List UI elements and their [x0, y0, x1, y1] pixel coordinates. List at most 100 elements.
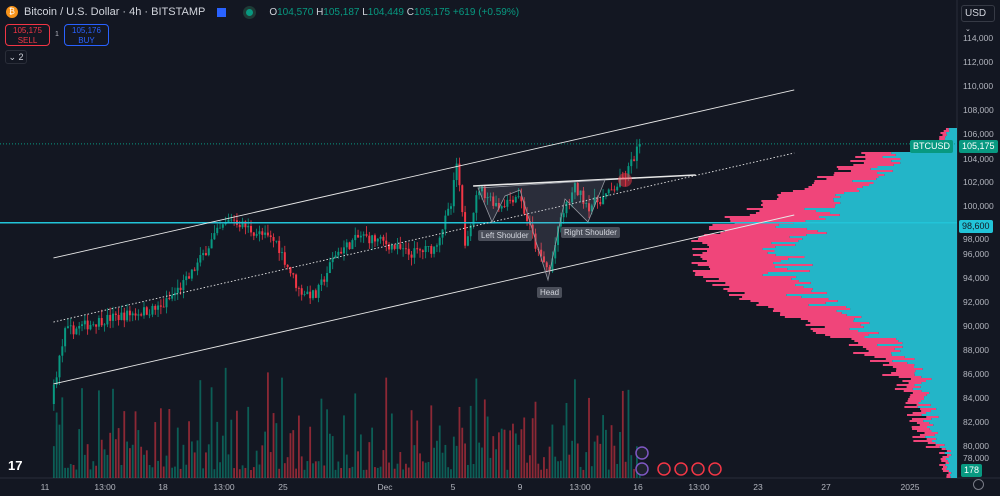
volume-profile-sell-bar: [920, 408, 937, 410]
candle-body: [123, 312, 126, 321]
volume-profile-buy-bar: [898, 340, 957, 342]
volume-profile-buy-bar: [891, 352, 957, 354]
volume-bar: [438, 425, 441, 478]
candle-body: [579, 190, 582, 196]
candle-body: [613, 189, 616, 191]
volume-profile-sell-bar: [853, 352, 892, 354]
volume-profile-buy-bar: [817, 230, 957, 232]
volume-profile-sell-bar: [718, 278, 792, 280]
volume-bar: [621, 390, 624, 478]
volume-profile-buy-bar: [775, 254, 957, 256]
volume-profile-buy-bar: [835, 194, 957, 196]
volume-bar: [298, 415, 300, 478]
volume-profile-buy-bar: [892, 360, 957, 362]
market-open-icon: [246, 8, 254, 16]
candle-body: [582, 190, 585, 204]
volume-profile-sell-bar: [864, 354, 892, 356]
volume-profile-buy-bar: [771, 242, 957, 244]
volume-profile-buy-bar: [877, 344, 957, 346]
volume-bar: [306, 461, 309, 478]
candle-body: [354, 234, 357, 241]
volume-profile-sell-bar: [902, 380, 926, 382]
time-tick: 5: [450, 482, 456, 492]
candle-body: [221, 224, 224, 228]
volume-profile-sell-bar: [904, 406, 918, 408]
volume-bar: [126, 441, 128, 478]
gear-icon[interactable]: [973, 479, 984, 490]
volume-profile-buy-bar: [850, 308, 957, 310]
volume-bar: [199, 380, 202, 478]
volume-profile-buy-bar: [815, 210, 957, 212]
volume-profile-buy-bar: [907, 362, 957, 364]
volume-bar: [340, 468, 343, 478]
volume-bar: [78, 429, 81, 478]
volume-bar: [537, 463, 540, 478]
volume-bar: [182, 444, 185, 478]
ohlc-values: O104,570 H105,187 L104,449 C105,175 +619…: [269, 6, 520, 18]
time-tick: 23: [753, 482, 763, 492]
candle-body: [171, 295, 174, 299]
volume-bar: [559, 460, 562, 478]
volume-bar: [452, 436, 455, 478]
volume-profile-sell-bar: [866, 348, 895, 350]
price-tick: 112,000: [963, 57, 994, 67]
volume-profile-sell-bar: [808, 186, 863, 188]
buy-button[interactable]: 105,176 BUY: [64, 24, 109, 46]
volume-profile-sell-bar: [885, 358, 915, 360]
volume-profile-sell-bar: [916, 430, 932, 432]
time-tick: 18: [158, 482, 168, 492]
symbol-title[interactable]: Bitcoin / U.S. Dollar · 4h · BITSTAMP: [24, 6, 206, 18]
price-tick: 86,000: [963, 369, 989, 379]
volume-profile-sell-bar: [773, 308, 851, 310]
currency-select[interactable]: USD ⌄: [961, 5, 995, 33]
candle-body: [503, 206, 506, 208]
volume-bar: [55, 412, 58, 478]
volume-bar: [137, 430, 140, 478]
candle-body: [126, 310, 129, 321]
tradingview-logo[interactable]: 17: [8, 458, 23, 473]
volume-profile-buy-bar: [812, 264, 957, 266]
left-shoulder-label[interactable]: Left Shoulder: [478, 230, 532, 241]
volume-bar: [486, 416, 489, 478]
candle-body: [495, 203, 498, 206]
volume-bar: [602, 415, 604, 478]
volume-profile-buy-bar: [931, 418, 957, 420]
volume-profile-buy-bar: [896, 338, 957, 340]
volume-profile-buy-bar: [937, 432, 957, 434]
candle-body: [433, 246, 436, 254]
candle-body: [207, 248, 210, 256]
volume-bar: [312, 463, 314, 478]
right-shoulder-label[interactable]: Right Shoulder: [561, 227, 620, 238]
volume-profile-sell-bar: [784, 316, 862, 318]
volume-profile-buy-bar: [860, 324, 957, 326]
volume-bar: [407, 467, 410, 478]
sell-button[interactable]: 105,175 SELL: [5, 24, 50, 46]
volume-bar: [171, 467, 174, 478]
candle-body: [179, 287, 182, 291]
volume-bar: [190, 441, 193, 478]
volume-profile-buy-bar: [859, 190, 957, 192]
volume-profile-buy-bar: [840, 202, 957, 204]
volume-bar: [607, 469, 610, 478]
head-label[interactable]: Head: [537, 287, 563, 298]
volume-bar: [300, 456, 303, 478]
volume-bar: [517, 444, 520, 478]
volume-profile-buy-bar: [902, 342, 957, 344]
volume-bar: [292, 430, 295, 478]
volume-bar: [81, 388, 83, 478]
volume-profile-buy-bar: [944, 138, 957, 140]
volume-profile-sell-bar: [848, 344, 878, 346]
volume-profile-buy-bar: [839, 214, 957, 216]
candle-body: [86, 320, 89, 330]
volume-profile-sell-bar: [909, 396, 925, 398]
flag-icon[interactable]: [217, 7, 227, 17]
candle-body: [151, 305, 154, 315]
volume-bar: [374, 467, 376, 478]
volume-profile-buy-bar: [894, 348, 957, 350]
candle-body: [511, 199, 514, 203]
volume-bar: [75, 469, 78, 478]
volume-profile-buy-bar: [946, 468, 957, 470]
candle-body: [348, 242, 351, 250]
indicators-toggle[interactable]: ⌄ 2: [5, 50, 27, 64]
